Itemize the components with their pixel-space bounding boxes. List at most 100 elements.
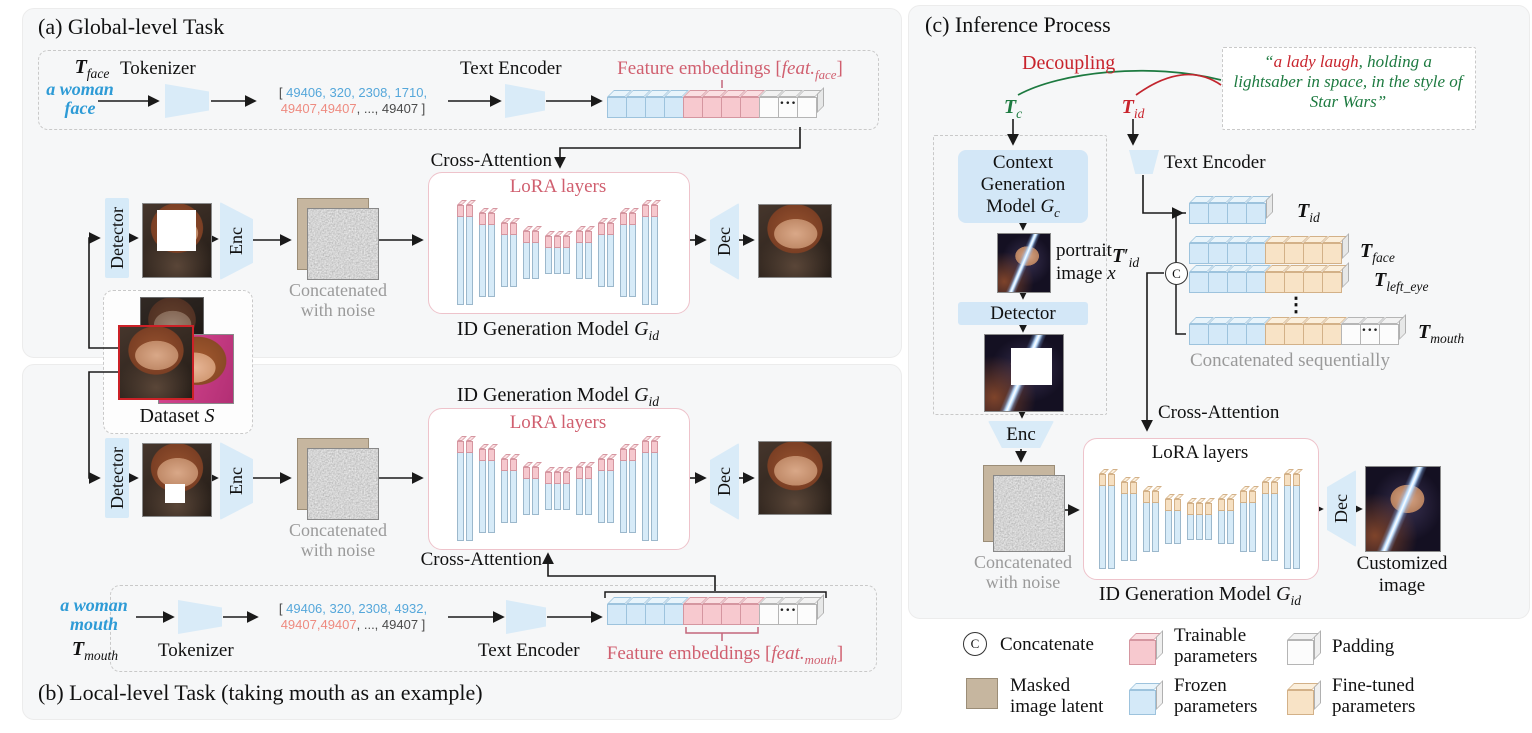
quote-box: [1222, 47, 1476, 130]
embedding-cube-b: [1208, 272, 1228, 293]
unet-layer: [650, 205, 658, 305]
detector-label-b: Detector: [106, 447, 127, 509]
legend-concatenate-label: Concatenate: [1000, 634, 1094, 655]
unet-layer: [1195, 503, 1203, 540]
encoder-label-c: Enc: [1006, 423, 1036, 445]
token-row-tface: [1189, 243, 1342, 264]
embedding-cube-o: [1322, 324, 1342, 345]
unet-layer: [650, 441, 658, 541]
noise-latent-a: [307, 208, 379, 280]
unet-layer: [1107, 474, 1115, 569]
embedding-cube-o: [1303, 272, 1323, 293]
unet-layer: [522, 231, 530, 279]
embedding-cube-o: [1265, 272, 1285, 293]
legend-masked-latent-label: Masked image latent: [1010, 675, 1104, 717]
dataset-label: Dataset S: [139, 405, 215, 427]
t-context-symbol: Tc: [1003, 96, 1023, 121]
legend-masked-latent-icon: [966, 678, 998, 709]
feature-embeddings-label-b: Feature embeddings [feat.mouth]: [606, 643, 844, 667]
unet-layer: [544, 236, 552, 274]
embedding-cube-p: [740, 604, 760, 625]
detector-box-a: Detector: [105, 198, 129, 278]
embedding-cube-o: [1303, 243, 1323, 264]
embedding-cube-b: [645, 97, 665, 118]
concatenated-sequentially-label: Concatenated sequentially: [1190, 350, 1390, 371]
legend-trainable-icon: [1129, 640, 1156, 665]
embedding-cube-b: [1246, 203, 1266, 224]
decoder-label-a: Dec: [714, 227, 734, 256]
prompt-quote: “a lady laugh, holding a lightsaber in s…: [1233, 52, 1463, 112]
embedding-cube-b: [645, 604, 665, 625]
legend-finetuned-icon: [1287, 690, 1314, 715]
embedding-cube-p: [702, 97, 722, 118]
unet-layer: [478, 449, 486, 533]
embedding-cube-p: [721, 604, 741, 625]
cross-attention-label-b: Cross-Attention: [420, 549, 542, 570]
vertical-ellipsis: ⋮: [1286, 294, 1306, 316]
legend-padding-label: Padding: [1332, 636, 1395, 657]
embedding-row-a: •••: [607, 97, 817, 118]
embedding-cube-b: [607, 97, 627, 118]
unet-diagram-b: [443, 441, 673, 541]
unet-layer: [606, 459, 614, 523]
feature-embeddings-label-a: Feature embeddings [feat.face]: [617, 58, 843, 82]
unet-layer: [1270, 481, 1278, 562]
output-image-b: [758, 441, 832, 515]
token-ids-a: [ 49406, 320, 2308, 1710, 49407,49407, .…: [278, 85, 428, 117]
token-row-tmouth: •••: [1189, 324, 1399, 345]
unet-layer: [509, 459, 517, 523]
unet-layer: [1186, 503, 1194, 540]
embedding-cube-b: [664, 604, 684, 625]
legend-frozen-label: Frozen parameters: [1174, 675, 1258, 717]
noise-latent-c: [993, 475, 1065, 552]
detector-box-b: Detector: [105, 438, 129, 518]
embedding-cube-b: [1227, 324, 1247, 345]
embedding-cube-b: [626, 97, 646, 118]
legend-concatenate-icon: C: [963, 632, 987, 656]
embedding-cube-w: [797, 97, 817, 118]
embedding-cube-wd: •••: [778, 97, 798, 118]
prompt-pipeline-box-b: [110, 585, 877, 672]
unet-layer: [553, 236, 561, 274]
encoder-label-a: Enc: [226, 227, 246, 255]
unet-layer: [606, 223, 614, 287]
embedding-cube-b: [1246, 243, 1266, 264]
unet-layer: [1173, 498, 1181, 545]
unet-layer: [562, 472, 570, 510]
embedding-cube-o: [1284, 272, 1304, 293]
embedding-cube-b: [626, 604, 646, 625]
embedding-cube-b: [1208, 203, 1228, 224]
lora-layers-label-c: LoRA layers: [1151, 442, 1249, 463]
detector-label-a: Detector: [106, 207, 127, 269]
embedding-cube-p: [702, 604, 722, 625]
unet-layer: [1129, 481, 1137, 562]
unet-layer: [487, 449, 495, 533]
prompt-text-b: a woman mouth: [60, 595, 128, 634]
embedding-cube-b: [1227, 203, 1247, 224]
text-encoder-label-b: Text Encoder: [478, 640, 580, 661]
unet-layer: [1164, 498, 1172, 545]
unet-layer: [465, 205, 473, 305]
tokenizer-label-a: Tokenizer: [120, 58, 196, 79]
unet-layer: [641, 205, 649, 305]
token-row-tlefteye: [1189, 272, 1342, 293]
unet-layer: [641, 441, 649, 541]
unet-layer: [584, 467, 592, 515]
unet-layer: [575, 467, 583, 515]
unet-layer: [1248, 491, 1256, 552]
embedding-row-b: •••: [607, 604, 817, 625]
embedding-cube-p: [683, 604, 703, 625]
legend-padding-icon: [1287, 640, 1314, 665]
unet-layer: [456, 205, 464, 305]
legend-trainable-label: Trainable parameters: [1174, 625, 1258, 667]
t-id-prime-symbol: T′id: [1112, 245, 1140, 270]
unet-layer: [531, 231, 539, 279]
embedding-cube-b: [1246, 324, 1266, 345]
unet-layer: [597, 223, 605, 287]
unet-layer: [544, 472, 552, 510]
unet-layer: [1261, 481, 1269, 562]
embedding-cube-b: [1189, 203, 1209, 224]
embedding-cube-b: [1189, 324, 1209, 345]
embedding-cube-w: [797, 604, 817, 625]
